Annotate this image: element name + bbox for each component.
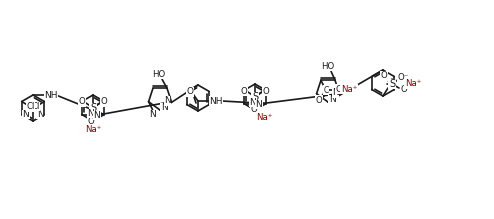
Text: O: O	[316, 96, 322, 105]
Text: HO: HO	[153, 70, 165, 79]
Text: O⁻: O⁻	[87, 117, 99, 125]
Text: O: O	[79, 97, 85, 106]
Text: Cl: Cl	[29, 102, 37, 111]
Text: O⁻: O⁻	[250, 106, 262, 115]
Text: Na⁺: Na⁺	[85, 124, 101, 134]
Text: O: O	[263, 87, 269, 95]
Text: N: N	[329, 95, 335, 104]
Text: Na⁺: Na⁺	[405, 79, 421, 88]
Text: Cl: Cl	[32, 102, 40, 111]
Text: O⁻: O⁻	[335, 85, 347, 94]
Text: O: O	[241, 87, 247, 95]
Text: N: N	[22, 110, 29, 119]
Text: O: O	[101, 97, 107, 106]
Text: N: N	[87, 109, 94, 118]
Text: S: S	[389, 79, 395, 89]
Text: Na⁺: Na⁺	[341, 85, 357, 94]
Text: O: O	[401, 85, 408, 94]
Text: O: O	[187, 88, 194, 97]
Text: Cl: Cl	[26, 102, 35, 111]
Text: N: N	[93, 111, 100, 120]
Text: N: N	[249, 98, 256, 107]
Text: N: N	[255, 100, 262, 109]
Text: Na⁺: Na⁺	[256, 113, 272, 122]
Text: N: N	[37, 110, 43, 119]
Text: N: N	[332, 88, 339, 97]
Text: NH: NH	[44, 90, 58, 99]
Text: N: N	[161, 104, 167, 113]
Text: C: C	[323, 86, 329, 95]
Text: S: S	[252, 92, 258, 102]
Text: O: O	[380, 71, 387, 81]
Text: HO: HO	[322, 62, 334, 71]
Text: N: N	[164, 96, 171, 105]
Text: S: S	[90, 103, 96, 113]
Text: N: N	[149, 110, 156, 119]
Text: NH: NH	[209, 97, 223, 106]
Text: O⁻: O⁻	[397, 74, 409, 83]
